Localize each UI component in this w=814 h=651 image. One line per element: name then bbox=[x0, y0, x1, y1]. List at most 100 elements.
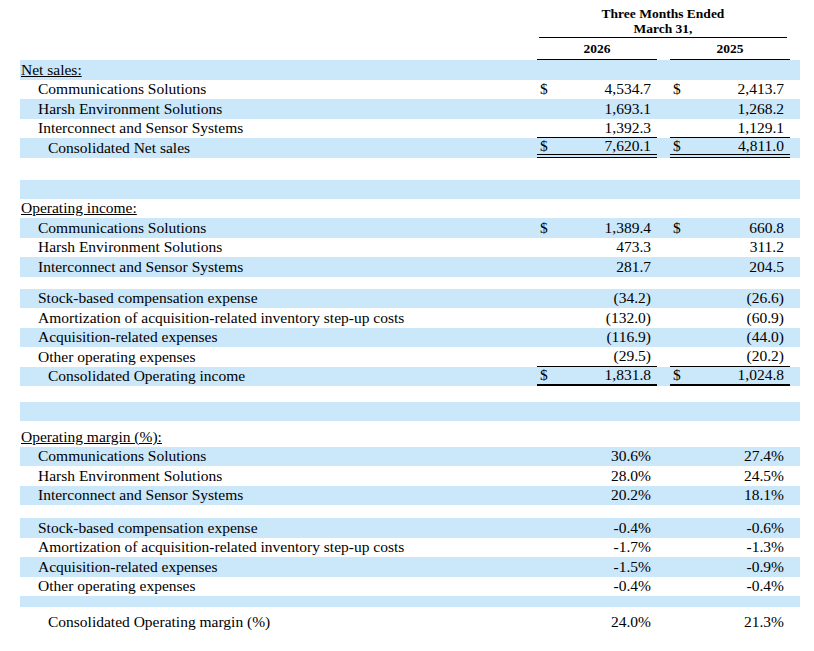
value-2025: 1,024.8 bbox=[684, 366, 784, 384]
year-column-header-2026: 2026 bbox=[537, 41, 657, 60]
table-row: Acquisition-related expenses (116.9) (44… bbox=[20, 328, 800, 348]
section-title: Operating income: bbox=[20, 199, 537, 217]
value-2025: 24.5% bbox=[684, 467, 784, 485]
value-2025: 4,811.0 bbox=[684, 137, 784, 155]
value-2026: 20.2% bbox=[551, 486, 651, 504]
section-header-row: Operating margin (%): bbox=[20, 427, 800, 447]
table-row: Interconnect and Sensor Systems 1,392.3 … bbox=[20, 119, 800, 139]
row-label: Amortization of acquisition-related inve… bbox=[20, 309, 537, 327]
section-title: Net sales: bbox=[20, 61, 537, 79]
value-2025: 18.1% bbox=[684, 486, 784, 504]
table-row: Interconnect and Sensor Systems 281.7 20… bbox=[20, 257, 800, 277]
value-2025: (44.0) bbox=[684, 328, 784, 346]
row-spacer bbox=[20, 277, 800, 289]
value-2025: 660.8 bbox=[684, 219, 784, 237]
value-2025: -0.4% bbox=[684, 577, 784, 595]
value-2025: (26.6) bbox=[684, 289, 784, 307]
value-2025: 27.4% bbox=[684, 447, 784, 465]
value-2025: 21.3% bbox=[684, 613, 784, 631]
row-label: Acquisition-related expenses bbox=[20, 558, 537, 576]
period-header: Three Months Ended March 31, bbox=[539, 6, 787, 38]
currency-symbol: $ bbox=[673, 80, 684, 98]
row-spacer bbox=[20, 158, 800, 180]
row-label: Interconnect and Sensor Systems bbox=[20, 486, 537, 504]
value-2026: -0.4% bbox=[551, 519, 651, 537]
table-row: Harsh Environment Solutions 1,693.1 1,26… bbox=[20, 99, 800, 119]
year-column-header-2025: 2025 bbox=[670, 41, 790, 60]
year-header-row: 2026 2025 bbox=[537, 41, 790, 60]
row-label: Interconnect and Sensor Systems bbox=[20, 258, 537, 276]
value-2025: 2,413.7 bbox=[684, 80, 784, 98]
table-row: Amortization of acquisition-related inve… bbox=[20, 538, 800, 558]
value-2025: (60.9) bbox=[684, 309, 784, 327]
value-2026: 30.6% bbox=[551, 447, 651, 465]
financial-statement-page: Three Months Ended March 31, 2026 2025 N… bbox=[0, 0, 814, 651]
value-2026: 1,693.1 bbox=[551, 100, 651, 118]
value-2026: (34.2) bbox=[551, 289, 651, 307]
value-2026: (116.9) bbox=[551, 328, 651, 346]
value-2026: 1,831.8 bbox=[551, 366, 651, 384]
row-label: Harsh Environment Solutions bbox=[20, 238, 537, 256]
value-2026: 7,620.1 bbox=[551, 137, 651, 155]
value-2026: 28.0% bbox=[551, 467, 651, 485]
table-row: Harsh Environment Solutions 28.0% 24.5% bbox=[20, 466, 800, 486]
table-row: Stock-based compensation expense (34.2) … bbox=[20, 289, 800, 309]
value-2026: 1,392.3 bbox=[551, 119, 651, 137]
value-2026: -1.7% bbox=[551, 538, 651, 556]
value-2026: (29.5) bbox=[551, 347, 651, 365]
segment-results-table: Three Months Ended March 31, 2026 2025 N… bbox=[20, 6, 800, 632]
row-spacer bbox=[20, 402, 800, 421]
total-row: Consolidated Net sales $7,620.1 $4,811.0 bbox=[20, 138, 800, 158]
table-row: Interconnect and Sensor Systems 20.2% 18… bbox=[20, 486, 800, 506]
row-label: Other operating expenses bbox=[20, 577, 537, 595]
row-spacer bbox=[20, 596, 800, 607]
value-2026: 24.0% bbox=[551, 613, 651, 631]
value-2026: -1.5% bbox=[551, 558, 651, 576]
section-header-row: Operating income: bbox=[20, 199, 800, 219]
value-2025: 204.5 bbox=[684, 258, 784, 276]
table-row: Other operating expenses -0.4% -0.4% bbox=[20, 577, 800, 597]
row-spacer bbox=[20, 180, 800, 199]
value-2026: 281.7 bbox=[551, 258, 651, 276]
row-label: Harsh Environment Solutions bbox=[20, 100, 537, 118]
table-row: Stock-based compensation expense -0.4% -… bbox=[20, 518, 800, 538]
value-2025: -0.9% bbox=[684, 558, 784, 576]
value-2026: 1,389.4 bbox=[551, 219, 651, 237]
currency-symbol: $ bbox=[540, 80, 551, 98]
value-2025: 1,129.1 bbox=[684, 119, 784, 137]
table-row: Communications Solutions $1,389.4 $660.8 bbox=[20, 218, 800, 238]
column-gap bbox=[657, 41, 670, 60]
row-label: Stock-based compensation expense bbox=[20, 519, 537, 537]
row-label: Interconnect and Sensor Systems bbox=[20, 119, 537, 137]
row-label: Consolidated Operating income bbox=[20, 367, 537, 385]
row-label: Acquisition-related expenses bbox=[20, 328, 537, 346]
value-2026: 4,534.7 bbox=[551, 80, 651, 98]
value-2026: 473.3 bbox=[551, 238, 651, 256]
currency-symbol: $ bbox=[673, 137, 684, 155]
row-label: Other operating expenses bbox=[20, 348, 537, 366]
table-row: Acquisition-related expenses -1.5% -0.9% bbox=[20, 557, 800, 577]
row-label: Amortization of acquisition-related inve… bbox=[20, 538, 537, 556]
value-2025: 1,268.2 bbox=[684, 100, 784, 118]
row-spacer bbox=[20, 505, 800, 518]
column-header-block: Three Months Ended March 31, 2026 2025 bbox=[537, 6, 790, 60]
table-row: Communications Solutions 30.6% 27.4% bbox=[20, 447, 800, 467]
total-row: Consolidated Operating margin (%) 24.0% … bbox=[20, 612, 800, 632]
table-row: Communications Solutions $4,534.7 $2,413… bbox=[20, 80, 800, 100]
row-label: Stock-based compensation expense bbox=[20, 289, 537, 307]
period-line1: Three Months Ended bbox=[539, 6, 787, 21]
table-row: Amortization of acquisition-related inve… bbox=[20, 308, 800, 328]
section-title: Operating margin (%): bbox=[20, 428, 537, 446]
currency-symbol: $ bbox=[540, 219, 551, 237]
row-label: Consolidated Net sales bbox=[20, 139, 537, 157]
row-label: Communications Solutions bbox=[20, 447, 537, 465]
value-2025: -1.3% bbox=[684, 538, 784, 556]
period-line2: March 31, bbox=[539, 21, 787, 36]
total-row: Consolidated Operating income $1,831.8 $… bbox=[20, 367, 800, 387]
currency-symbol: $ bbox=[673, 219, 684, 237]
row-spacer bbox=[20, 386, 800, 402]
value-2025: -0.6% bbox=[684, 519, 784, 537]
row-label: Communications Solutions bbox=[20, 80, 537, 98]
table-row: Other operating expenses (29.5) (20.2) bbox=[20, 347, 800, 367]
value-2025: 311.2 bbox=[684, 238, 784, 256]
